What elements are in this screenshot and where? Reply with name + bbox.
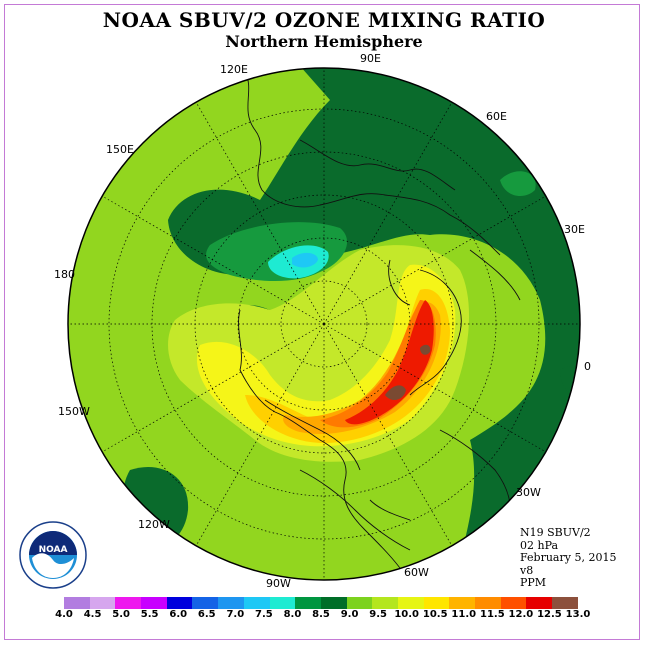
field-13-0-a (385, 385, 406, 401)
colorbar-swatch (243, 597, 270, 609)
info-satellite: N19 SBUV/2 (520, 526, 591, 539)
colorbar-swatch (192, 597, 219, 609)
field-9-0-upper (168, 68, 580, 560)
colorbar-swatch (166, 597, 193, 609)
noaa-logo: NOAA (19, 521, 87, 589)
map-boundary (67, 67, 581, 581)
lon-label-120w: 120W (138, 518, 170, 531)
colorbar-swatch (449, 597, 475, 609)
colorbar-swatch (320, 597, 347, 609)
colorbar-label: 7.5 (255, 609, 273, 620)
lon-label-30w: 30W (516, 486, 541, 499)
colorbar-swatch (526, 597, 553, 609)
colorbar-label: 4.0 (55, 609, 73, 620)
colorbar-label: 12.5 (537, 609, 562, 620)
lon-label-90e: 90E (360, 52, 381, 65)
colorbar-swatch (141, 597, 167, 609)
figure-frame (4, 4, 640, 640)
colorbar-label: 5.5 (140, 609, 159, 620)
colorbar (64, 597, 578, 609)
colorbar-swatch (115, 597, 142, 609)
field-12-5 (345, 300, 434, 425)
colorbar-label: 8.0 (283, 609, 302, 620)
colorbar-label: 9.5 (369, 609, 387, 620)
colorbar-label: 6.5 (197, 609, 216, 620)
colorbar-swatch (295, 597, 321, 609)
colorbar-label: 8.5 (312, 609, 330, 620)
lon-label-0: 0 (584, 360, 591, 373)
coastlines (238, 71, 521, 576)
colorbar-label: 6.0 (169, 609, 188, 620)
field-13-0-b (420, 344, 431, 355)
field-7-5 (292, 252, 318, 268)
field-12-0 (320, 300, 436, 428)
colorbar-label: 7.0 (226, 609, 245, 620)
colorbar-swatch (64, 597, 90, 609)
lon-label-90w: 90W (266, 577, 291, 590)
lon-label-150w: 150W (58, 405, 90, 418)
field-8-5-east (500, 171, 536, 196)
lon-label-60w: 60W (404, 566, 429, 579)
colorbar-swatch (475, 597, 501, 609)
colorbar-swatch (89, 597, 116, 609)
colorbar-swatch (552, 597, 578, 609)
lon-label-180: 180 (54, 268, 75, 281)
map-title: NOAA SBUV/2 OZONE MIXING RATIO (102, 8, 546, 32)
colorbar-label: 10.5 (422, 609, 448, 620)
colorbar-label: 11.0 (451, 609, 477, 620)
colorbar-label: 13.0 (565, 609, 591, 620)
colorbar-swatch (500, 597, 527, 609)
info-version: v8 (520, 563, 534, 577)
info-block: N19 SBUV/2 02 hPa February 5, 2015 v8 PP… (520, 526, 617, 590)
graticule (68, 68, 580, 580)
colorbar-swatch (269, 597, 296, 609)
colorbar-label: 9.0 (340, 609, 359, 620)
info-date: February 5, 2015 (520, 551, 617, 564)
colorbar-swatch (423, 597, 450, 609)
colorbar-swatch (372, 597, 398, 609)
map-subtitle: Northern Hemisphere (225, 32, 423, 51)
logo-text: NOAA (39, 545, 68, 555)
colorbar-label: 12.0 (508, 609, 534, 620)
info-level: 02 hPa (520, 538, 559, 552)
lon-label-60e: 60E (486, 110, 507, 123)
colorbar-labels: 4.0 4.5 5.0 5.5 6.0 6.5 7.0 7.5 8.0 8.5 9.0 9.5 10.0… (0, 609, 648, 623)
lon-label-150e: 150E (106, 143, 134, 156)
colorbar-label: 11.5 (479, 609, 505, 620)
info-units: PPM (520, 576, 547, 589)
colorbar-swatch (346, 597, 373, 609)
colorbar-label: 5.0 (112, 609, 130, 620)
colorbar-label: 10.0 (394, 609, 419, 620)
colorbar-swatch (218, 597, 244, 609)
lon-label-30e: 30E (564, 223, 585, 236)
lon-label-120e: 120E (220, 63, 248, 76)
colorbar-swatch (397, 597, 424, 609)
colorbar-label: 4.5 (83, 609, 102, 620)
